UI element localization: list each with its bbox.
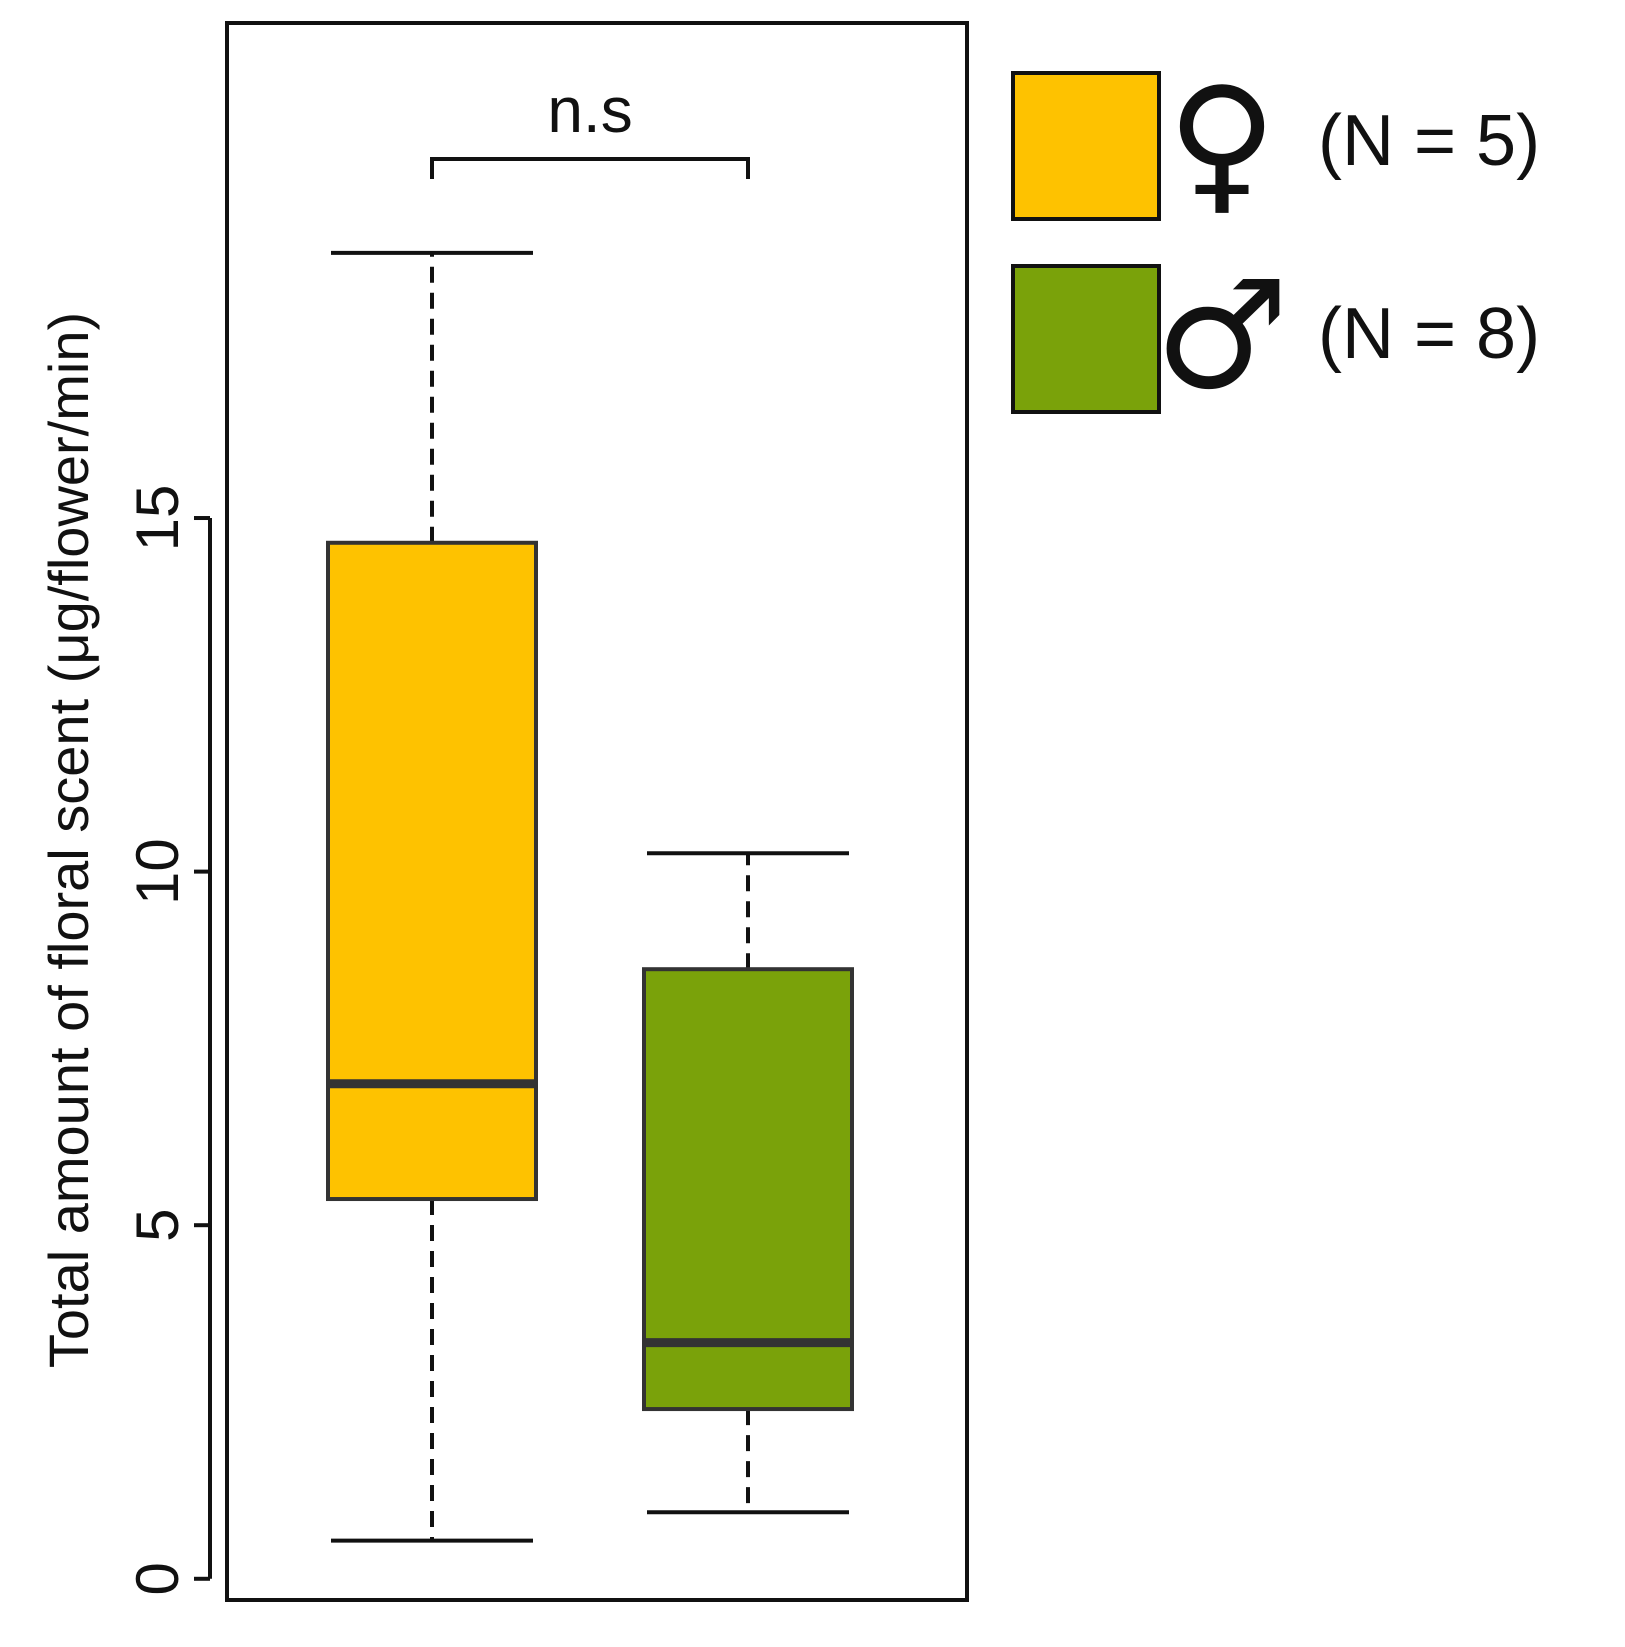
legend-sample-size: (N = 8): [1318, 294, 1540, 374]
plot-frame: [225, 21, 969, 1602]
legend-sample-size: (N = 5): [1318, 101, 1540, 181]
y-tick-label: 5: [124, 1209, 191, 1242]
box: [326, 540, 538, 1202]
y-tick-label: 0: [124, 1562, 191, 1595]
y-tick-label: 15: [124, 485, 191, 552]
y-axis-label: Total amount of floral scent (μg/flower/…: [37, 312, 100, 1368]
annotation: n.s: [547, 74, 632, 146]
legend-symbol: ♀: [1167, 56, 1277, 230]
legend-symbol: ♂: [1155, 249, 1289, 423]
legend-swatch: [1011, 71, 1161, 221]
legend-swatch: [1011, 264, 1161, 414]
significance-bracket: [430, 157, 750, 179]
box: [642, 967, 854, 1412]
y-tick-label: 10: [124, 838, 191, 905]
